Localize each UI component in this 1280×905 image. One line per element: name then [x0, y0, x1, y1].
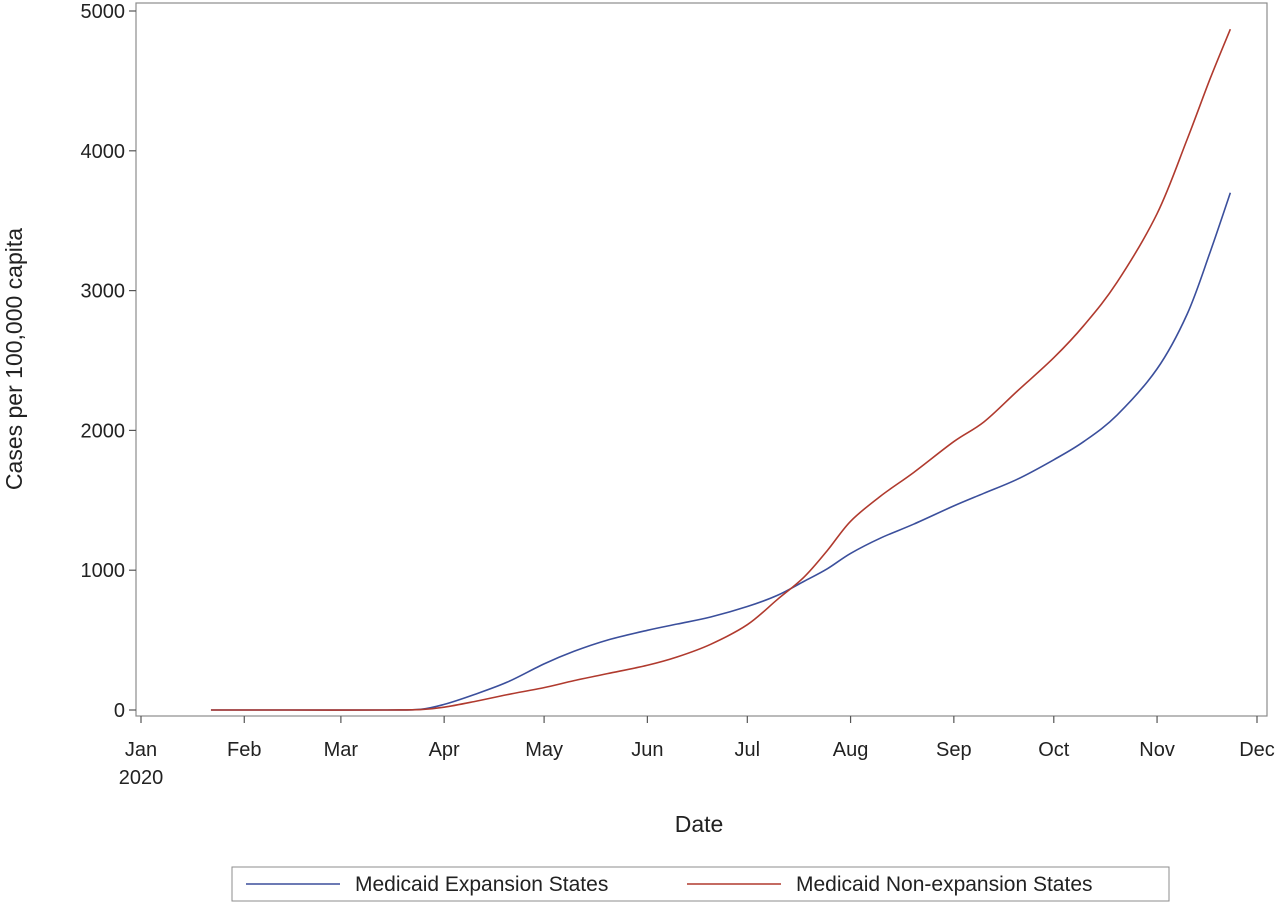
x-tick-label: Jan [125, 739, 157, 761]
x-tick-label: May [525, 739, 563, 761]
x-tick-label: Mar [324, 739, 359, 761]
x-tick-label: Sep [936, 739, 972, 761]
y-tick-label: 4000 [81, 141, 126, 163]
x-tick-label: Nov [1139, 739, 1175, 761]
y-axis: 0 1000 2000 3000 4000 5000 [81, 1, 136, 722]
x-tick-label: Apr [429, 739, 460, 761]
legend-label-non-expansion: Medicaid Non-expansion States [796, 873, 1093, 896]
legend-label-expansion: Medicaid Expansion States [355, 873, 608, 896]
y-tick-label: 1000 [81, 560, 126, 582]
series-line-expansion [210, 192, 1232, 711]
x-tick-label: Jun [631, 739, 663, 761]
x-tick-label: Dec [1239, 739, 1275, 761]
x-tick-label: Oct [1038, 739, 1070, 761]
y-axis-title: Cases per 100,000 capita [1, 228, 27, 490]
x-tick-label: Jul [735, 739, 761, 761]
x-axis: Jan 2020 Feb Mar Apr May Jun Jul Aug Sep Oct Nov Dec [119, 716, 1275, 789]
x-tick-label: Feb [227, 739, 261, 761]
legend: Medicaid Expansion States Medicaid Non-e… [231, 866, 1170, 902]
x-tick-sublabel: 2020 [119, 767, 164, 789]
y-tick-label: 2000 [81, 420, 126, 442]
plot-frame [135, 2, 1268, 717]
x-tick-label: Aug [833, 739, 869, 761]
y-tick-label: 3000 [81, 281, 126, 303]
series-line-non-expansion [210, 28, 1232, 711]
y-tick-label: 0 [114, 700, 125, 722]
y-tick-label: 5000 [81, 1, 126, 23]
series-layer [210, 28, 1232, 711]
x-axis-title: Date [675, 811, 724, 837]
